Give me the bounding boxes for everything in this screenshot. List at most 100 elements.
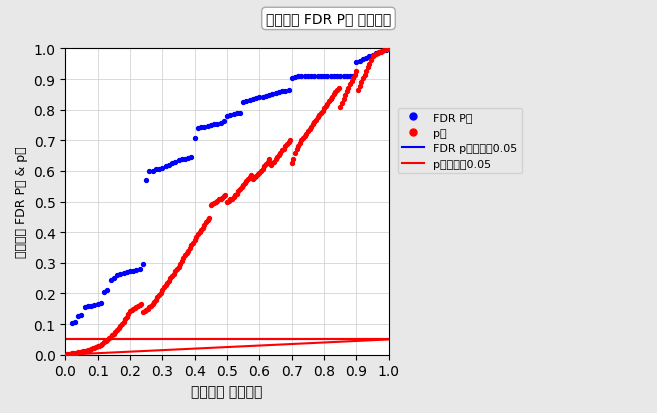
- Point: [345, 74, 355, 80]
- Point: [199, 124, 210, 131]
- Point: [356, 80, 367, 86]
- Point: [150, 167, 161, 173]
- Point: [79, 348, 90, 354]
- Y-axis label: ロバスト FDR P値 & p値: ロバスト FDR P値 & p値: [15, 147, 28, 258]
- Point: [154, 292, 164, 299]
- Point: [141, 307, 151, 313]
- Point: [251, 95, 261, 102]
- Point: [84, 347, 95, 353]
- Point: [225, 197, 236, 203]
- Point: [303, 128, 313, 135]
- Point: [251, 173, 261, 179]
- Point: [364, 62, 374, 68]
- Point: [173, 158, 184, 164]
- X-axis label: ロバスト 分数順位: ロバスト 分数順位: [191, 384, 263, 398]
- Point: [371, 51, 381, 57]
- Point: [330, 90, 341, 96]
- Point: [335, 104, 346, 111]
- Point: [96, 342, 106, 348]
- Point: [261, 93, 271, 100]
- Point: [235, 187, 245, 193]
- Point: [81, 348, 91, 354]
- Point: [188, 240, 198, 247]
- Point: [293, 143, 304, 150]
- Point: [252, 171, 263, 178]
- Point: [97, 341, 108, 347]
- Point: [353, 87, 363, 94]
- Point: [138, 309, 148, 316]
- Point: [219, 194, 229, 200]
- Point: [348, 75, 359, 82]
- Point: [374, 50, 384, 56]
- Point: [99, 339, 109, 346]
- Point: [215, 196, 226, 202]
- Point: [149, 299, 160, 306]
- Point: [160, 164, 171, 170]
- Point: [244, 97, 255, 104]
- Point: [105, 334, 116, 340]
- Point: [183, 248, 194, 254]
- Point: [157, 165, 168, 172]
- Point: [315, 74, 326, 80]
- Point: [338, 97, 349, 103]
- Point: [154, 166, 164, 172]
- Point: [225, 113, 236, 119]
- Point: [227, 196, 237, 202]
- Point: [144, 304, 154, 311]
- Point: [328, 74, 339, 80]
- Point: [378, 47, 389, 54]
- Point: [108, 331, 119, 337]
- Point: [189, 237, 200, 244]
- Point: [246, 172, 257, 178]
- Point: [139, 308, 150, 315]
- Point: [219, 119, 229, 126]
- Point: [309, 74, 320, 80]
- Point: [296, 74, 307, 80]
- Point: [104, 335, 114, 342]
- Point: [258, 94, 268, 101]
- Point: [128, 268, 139, 274]
- Point: [301, 131, 311, 138]
- Point: [338, 74, 349, 80]
- Point: [244, 174, 255, 181]
- Point: [118, 318, 129, 325]
- Point: [223, 198, 234, 204]
- Point: [164, 278, 174, 284]
- Point: [87, 345, 98, 352]
- Point: [231, 111, 242, 117]
- Point: [322, 74, 332, 80]
- Point: [89, 344, 100, 351]
- Point: [321, 104, 331, 110]
- Point: [215, 120, 226, 127]
- Point: [160, 282, 171, 289]
- Point: [254, 95, 265, 102]
- Point: [248, 176, 258, 183]
- Point: [237, 185, 247, 191]
- Point: [115, 323, 125, 330]
- Point: [307, 122, 318, 128]
- Point: [240, 180, 250, 187]
- Point: [233, 189, 244, 195]
- Point: [293, 74, 304, 80]
- Point: [126, 307, 137, 314]
- Point: [217, 195, 227, 202]
- Point: [364, 54, 374, 60]
- Point: [342, 74, 352, 80]
- Point: [230, 193, 240, 199]
- Point: [129, 305, 140, 312]
- Point: [178, 255, 189, 262]
- Point: [78, 348, 88, 355]
- Point: [355, 58, 365, 65]
- Point: [93, 343, 103, 350]
- Point: [128, 306, 139, 313]
- Point: [380, 47, 391, 54]
- Point: [185, 244, 195, 251]
- Point: [351, 69, 362, 76]
- Point: [272, 154, 283, 161]
- Point: [254, 170, 265, 176]
- Point: [288, 156, 299, 163]
- Point: [204, 215, 215, 221]
- Point: [133, 303, 143, 310]
- Point: [91, 344, 101, 351]
- Point: [83, 303, 93, 310]
